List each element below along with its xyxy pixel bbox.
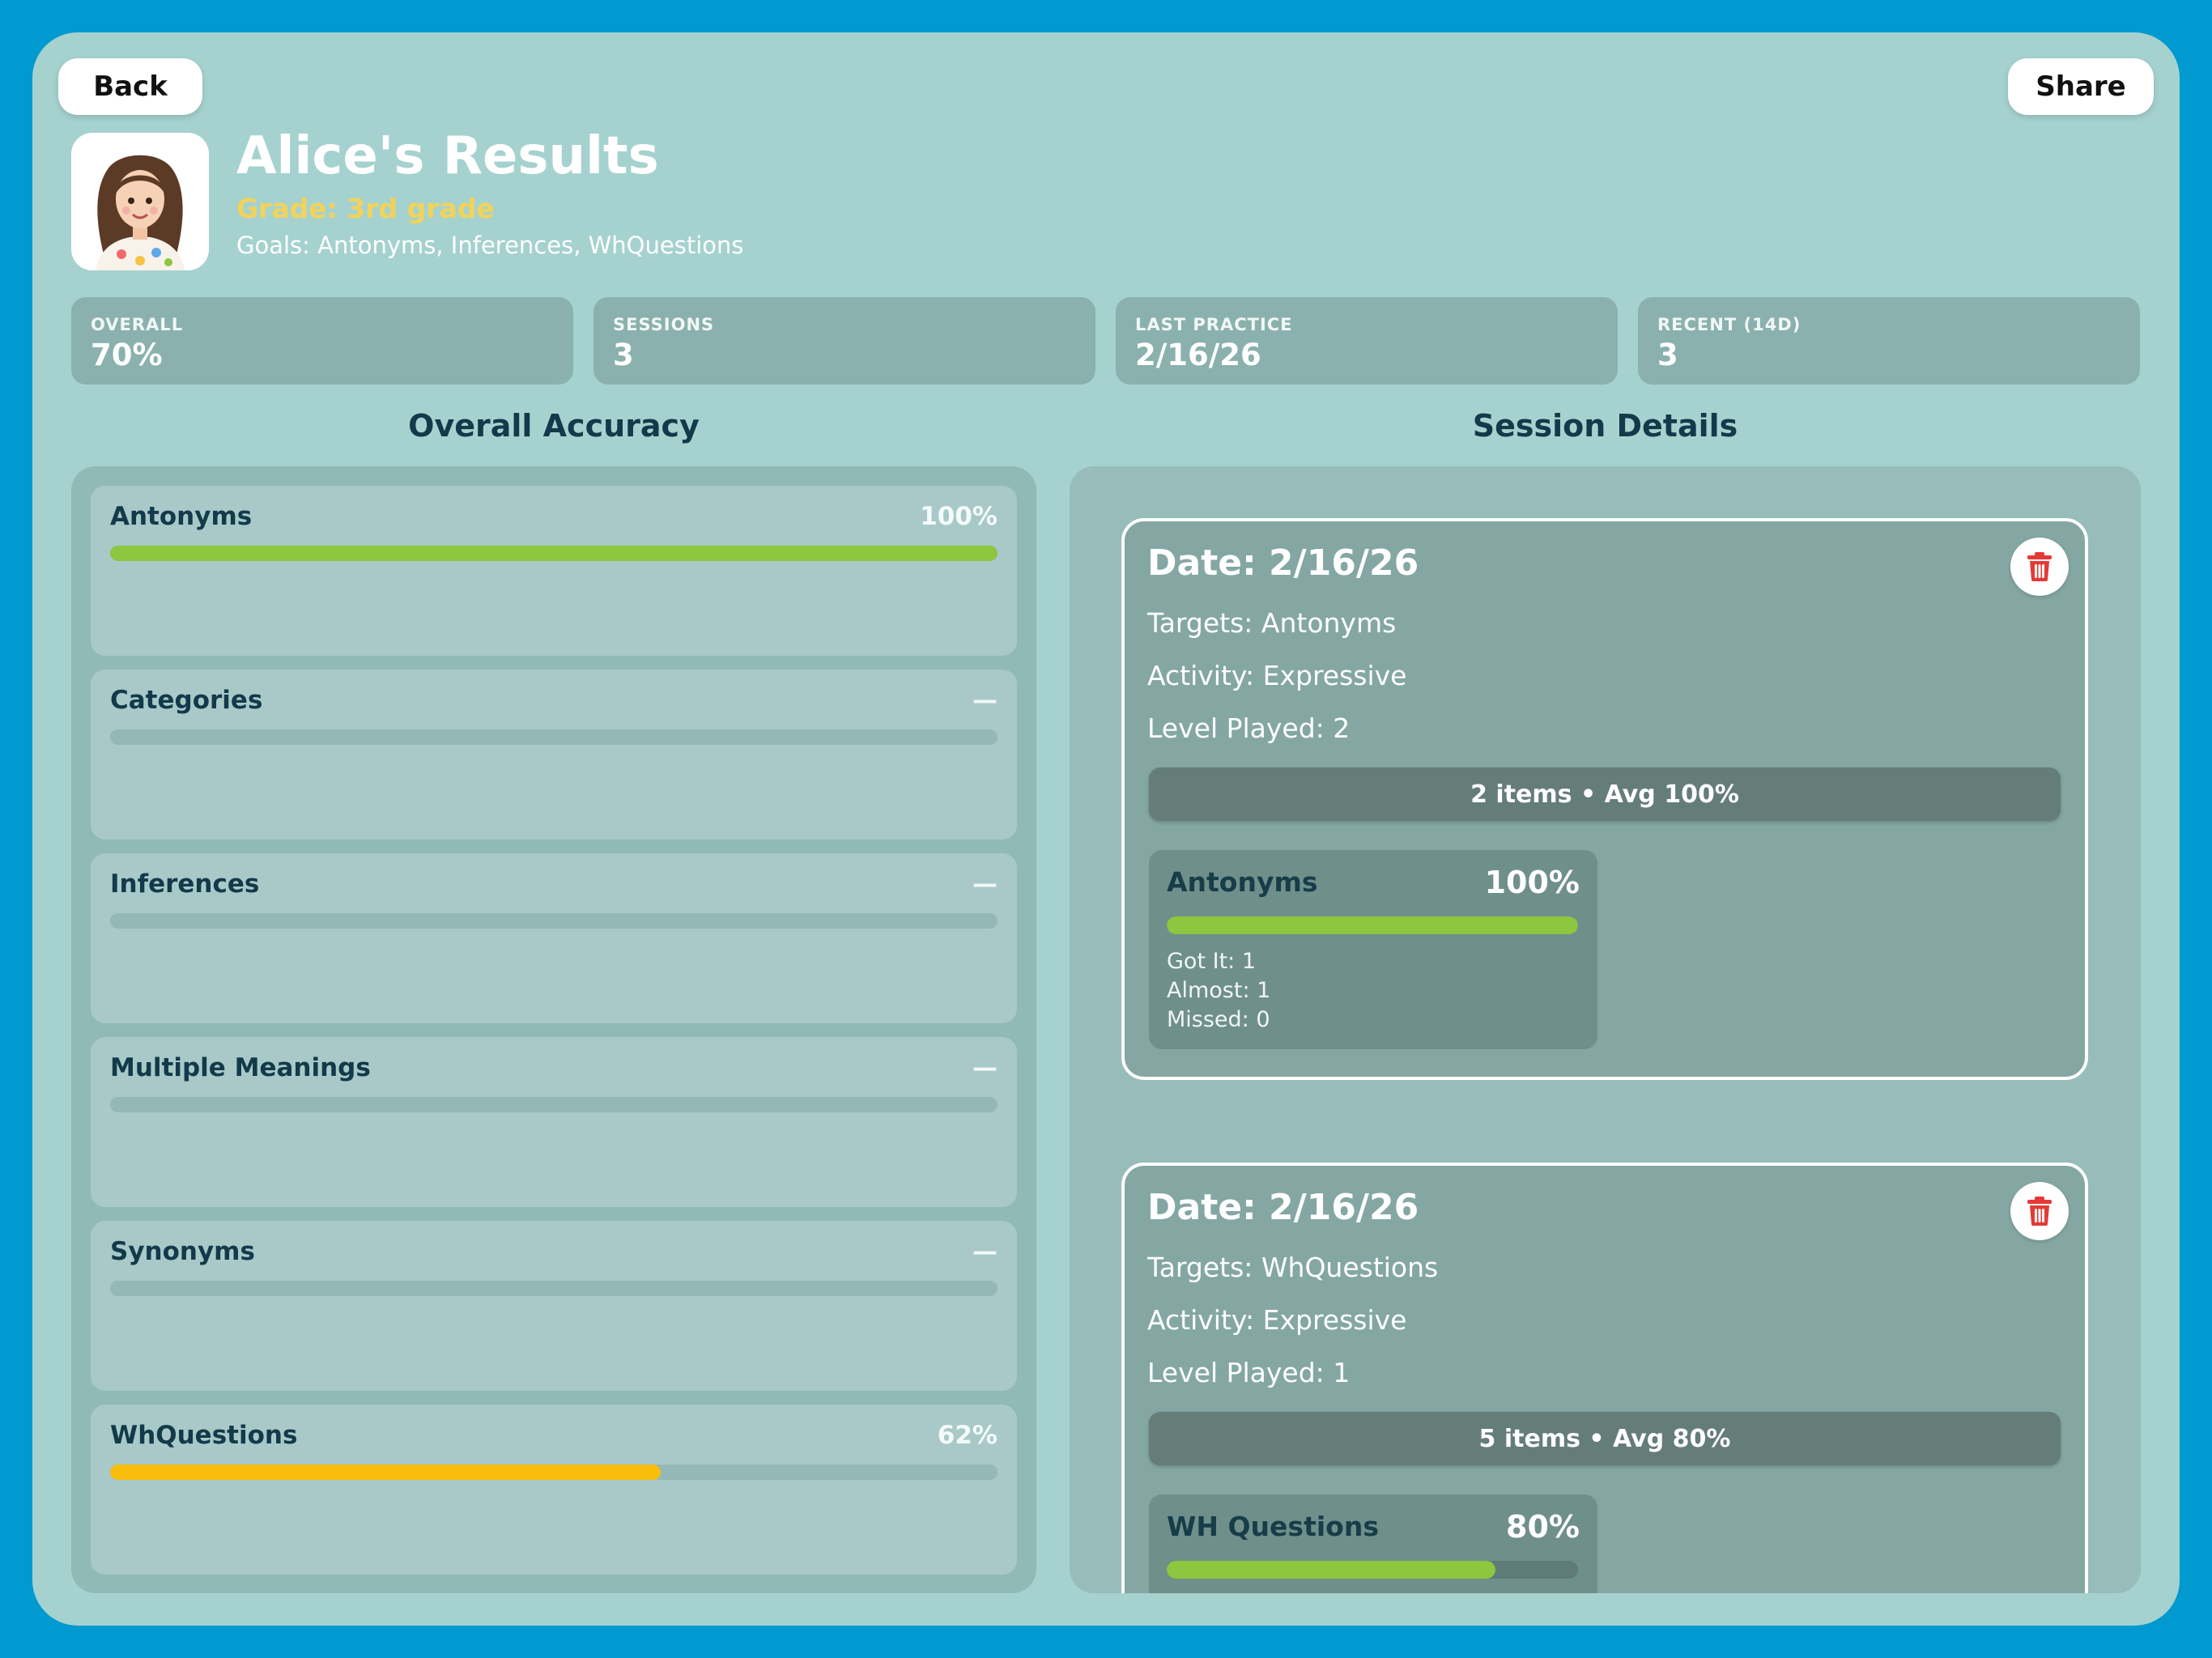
session-date: Date: 2/16/26 [1147, 542, 1419, 584]
session-details-panel[interactable]: Date: 2/16/26 Targets: Antonyms Activity… [1070, 466, 2141, 1593]
stat-label: RECENT (14D) [1657, 315, 1802, 334]
session-summary: 5 items • Avg 80% [1149, 1412, 2061, 1465]
accuracy-item: Categories — [91, 670, 1017, 840]
session-card: Date: 2/16/26 Targets: Antonyms Activity… [1121, 518, 2088, 1080]
stat-sessions: SESSIONS 3 [593, 297, 1095, 385]
almost-count: Almost: 1 [1167, 978, 1271, 1003]
trash-icon [2027, 1197, 2052, 1226]
stat-label: SESSIONS [613, 315, 715, 334]
accuracy-progress-track [110, 913, 998, 929]
accuracy-name: Antonyms [110, 502, 253, 531]
session-details-heading: Session Details [1472, 408, 1738, 444]
session-activity: Activity: Expressive [1147, 660, 1407, 691]
accuracy-progress-track [110, 729, 998, 745]
accuracy-percent: — [972, 686, 998, 715]
accuracy-progress-fill [110, 546, 998, 561]
accuracy-name: WhQuestions [110, 1421, 298, 1450]
skill-name: Antonyms [1167, 866, 1318, 898]
skill-progress-fill [1167, 1561, 1496, 1579]
session-targets: Targets: Antonyms [1147, 607, 1397, 639]
stat-label: OVERALL [91, 315, 184, 334]
grade-label: Grade: 3rd grade [236, 193, 495, 224]
stat-value: 3 [1657, 338, 1678, 372]
stat-value: 2/16/26 [1135, 338, 1261, 372]
accuracy-item: Multiple Meanings — [91, 1037, 1017, 1207]
accuracy-percent: 62% [937, 1421, 998, 1450]
delete-session-button[interactable] [2010, 1182, 2069, 1240]
accuracy-panel: Antonyms 100% Categories — Inferences — … [71, 466, 1036, 1593]
stat-recent: RECENT (14D) 3 [1638, 297, 2140, 385]
got-it-count: Got It: 1 [1167, 949, 1257, 974]
accuracy-name: Inferences [110, 869, 260, 899]
stat-label: LAST PRACTICE [1135, 315, 1293, 334]
skill-percent: 100% [1484, 865, 1580, 900]
accuracy-progress-track [110, 1281, 998, 1296]
session-level: Level Played: 1 [1147, 1357, 1351, 1388]
skill-name: WH Questions [1167, 1511, 1379, 1542]
accuracy-percent: — [972, 869, 998, 899]
trash-icon [2027, 552, 2052, 581]
missed-count: Missed: 0 [1167, 1007, 1270, 1032]
skill-progress-track [1167, 916, 1578, 934]
accuracy-item: WhQuestions 62% [91, 1405, 1017, 1575]
overall-accuracy-heading: Overall Accuracy [408, 408, 700, 444]
accuracy-progress-track [110, 546, 998, 561]
accuracy-name: Multiple Meanings [110, 1053, 371, 1082]
accuracy-item: Antonyms 100% [91, 486, 1017, 656]
skill-percent: 80% [1506, 1509, 1580, 1545]
session-targets: Targets: WhQuestions [1147, 1252, 1439, 1283]
session-skill-card: WH Questions 80% [1149, 1494, 1597, 1593]
accuracy-percent: — [972, 1053, 998, 1082]
accuracy-item: Synonyms — [91, 1221, 1017, 1391]
avatar [71, 133, 209, 270]
results-screen: Back Share Alice's Results Grade: 3rd gr… [32, 32, 2180, 1626]
accuracy-item: Inferences — [91, 853, 1017, 1023]
session-card: Date: 2/16/26 Targets: WhQuestions Activ… [1121, 1163, 2088, 1593]
skill-progress-fill [1167, 916, 1578, 934]
goals-label: Goals: Antonyms, Inferences, WhQuestions [236, 232, 744, 259]
accuracy-name: Categories [110, 686, 263, 715]
page-title: Alice's Results [236, 126, 659, 186]
session-date: Date: 2/16/26 [1147, 1187, 1419, 1228]
session-skill-card: Antonyms 100% Got It: 1 Almost: 1 Missed… [1149, 850, 1597, 1049]
back-button[interactable]: Back [58, 58, 202, 115]
stat-last-practice: LAST PRACTICE 2/16/26 [1116, 297, 1618, 385]
accuracy-name: Synonyms [110, 1237, 255, 1266]
stat-overall: OVERALL 70% [71, 297, 573, 385]
accuracy-progress-track [110, 1465, 998, 1480]
stat-value: 3 [613, 338, 634, 372]
delete-session-button[interactable] [2010, 538, 2069, 596]
accuracy-progress-fill [110, 1465, 661, 1480]
accuracy-progress-track [110, 1097, 998, 1112]
skill-progress-track [1167, 1561, 1578, 1579]
session-summary: 2 items • Avg 100% [1149, 767, 2061, 821]
stat-value: 70% [91, 338, 163, 372]
session-activity: Activity: Expressive [1147, 1304, 1407, 1336]
accuracy-percent: 100% [920, 502, 998, 531]
session-level: Level Played: 2 [1147, 712, 1351, 744]
share-button[interactable]: Share [2008, 58, 2154, 115]
accuracy-percent: — [972, 1237, 998, 1266]
